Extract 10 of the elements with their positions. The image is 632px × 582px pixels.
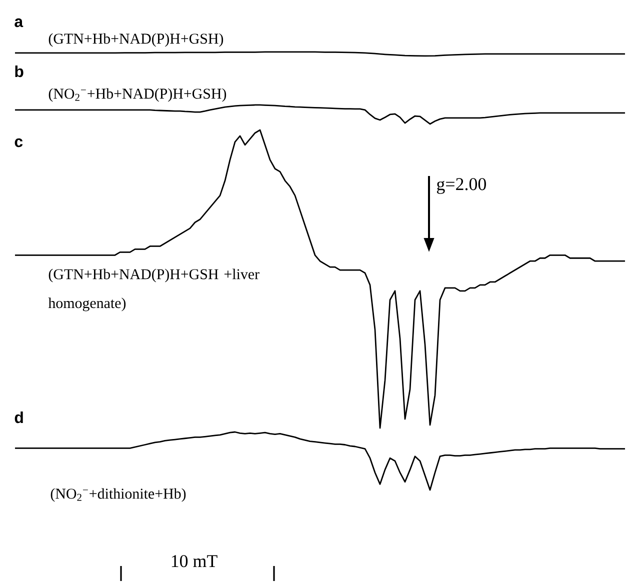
chart-title: b [15,66,24,78]
annotation: g=2.00 [436,178,486,194]
chart-subtitle: (NO$_{2}$$^{−}$+Hb+NAD(P)H+GSH) [48,88,226,102]
chart-title: c [14,138,23,148]
text: 10 mT [172,555,218,568]
chart-subtitle: (GTN+Hb+NAD(P)H+GSH) [48,33,224,47]
text: (GTN+Hb+NAD(P)H+GSH +liver homogenate) [48,268,260,312]
chart-title: a [14,18,24,28]
chart-title: d [14,412,23,424]
text: (NO$_{2}$$^{−}$+dithionite+Hb) [50,488,186,502]
